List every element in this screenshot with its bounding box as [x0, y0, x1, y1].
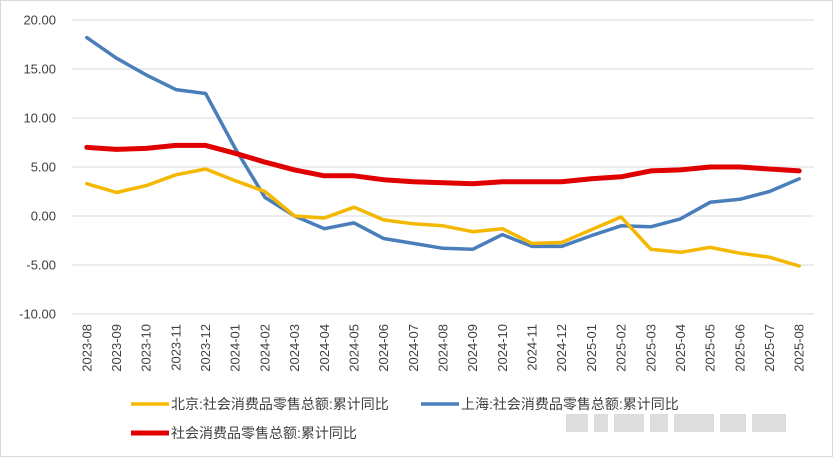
x-tick-label: 2023-09 — [109, 324, 124, 372]
x-tick-label: 2024-06 — [376, 324, 391, 372]
y-tick-label: -10.00 — [19, 307, 56, 322]
x-tick-label: 2024-02 — [257, 324, 272, 372]
x-tick-label: 2025-08 — [792, 324, 807, 372]
x-tick-label: 2025-04 — [673, 324, 688, 372]
y-tick-label: 10.00 — [23, 111, 56, 126]
x-tick-label: 2024-04 — [317, 324, 332, 372]
legend-layer: 北京:社会消费品零售总额:累计同比 上海:社会消费品零售总额:累计同比社会消费品零… — [131, 396, 679, 441]
x-tick-label: 2025-02 — [614, 324, 629, 372]
x-tick-label: 2024-10 — [495, 324, 510, 372]
x-tick-label: 2024-03 — [287, 324, 302, 372]
x-tick-label: 2024-01 — [228, 324, 243, 372]
x-tick-label: 2024-12 — [554, 324, 569, 372]
x-tick-label: 2024-05 — [346, 324, 361, 372]
y-tick-label: 15.00 — [23, 62, 56, 77]
y-tick-label: 0.00 — [31, 209, 56, 224]
x-tick-label: 2023-08 — [79, 324, 94, 372]
legend-label-1: 北京:社会消费品零售总额:累计同比 — [171, 396, 389, 412]
x-tick-label: 2024-08 — [436, 324, 451, 372]
watermark-blur — [566, 409, 811, 437]
x-tick-label: 2025-05 — [703, 324, 718, 372]
y-tick-label: 20.00 — [23, 13, 56, 28]
series-layer — [84, 35, 802, 268]
x-tick-label: 2025-07 — [762, 324, 777, 372]
x-tick-label: 2024-09 — [465, 324, 480, 372]
x-tick-label: 2025-06 — [732, 324, 747, 372]
series-line-2 — [85, 35, 801, 252]
y-tick-label: -5.00 — [26, 258, 56, 273]
x-tick-label: 2023-10 — [139, 324, 154, 372]
x-tick-label: 2025-03 — [643, 324, 658, 372]
grid-layer — [72, 19, 814, 315]
y-tick-label: 5.00 — [31, 160, 56, 175]
x-tick-label: 2024-11 — [525, 324, 540, 371]
legend-label-3: 社会消费品零售总额:累计同比 — [171, 425, 357, 441]
x-tick-label: 2023-11 — [168, 324, 183, 371]
axis-layer: -10.00 -5.00 0.00 5.00 10.00 15.00 20.00 2023-0… — [19, 13, 807, 372]
series-line-1 — [85, 167, 801, 268]
x-tick-label: 2025-01 — [584, 324, 599, 372]
series-line-3 — [84, 142, 802, 187]
x-tick-label: 2024-07 — [406, 324, 421, 372]
x-tick-label: 2023-12 — [198, 324, 213, 372]
legend-label-2: 上海:社会消费品零售总额:累计同比 — [461, 396, 679, 412]
